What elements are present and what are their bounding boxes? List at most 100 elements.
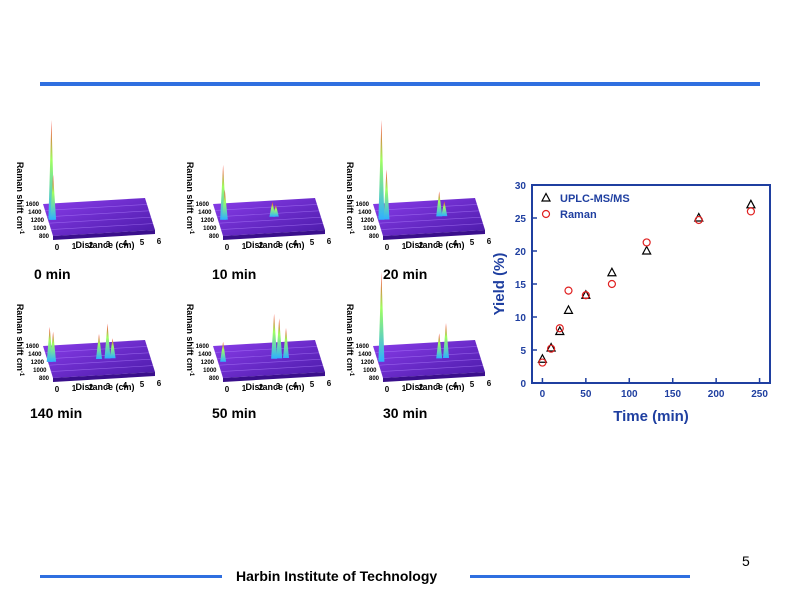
legend-label: Raman: [560, 209, 597, 221]
y-axis-label: Raman shift cm-1: [15, 162, 25, 235]
y-tick-label: 0: [520, 379, 526, 390]
x-tick-label: 2: [89, 383, 94, 392]
y-tick-label: 1400: [28, 352, 42, 358]
y-tick-label: 1400: [198, 210, 212, 216]
y-tick-label: 1000: [203, 226, 217, 232]
surface-edge: [223, 230, 325, 240]
y-tick-label: 1000: [33, 368, 47, 374]
title-divider-line: [40, 82, 760, 86]
spectrum-peak: [378, 120, 385, 220]
y-tick-label: 25: [515, 214, 527, 225]
raman-3d-plot: 0 1 2 3 4 5 6 Distance (cm) 1600 1400 1200 1000 800 R…: [185, 162, 332, 252]
surface-ridge: [376, 210, 480, 218]
raman-data-point: [581, 291, 590, 300]
x-tick-label: 6: [327, 237, 332, 246]
x-tick-label: 6: [157, 379, 162, 388]
spectrum-peak: [283, 328, 289, 358]
surface-ridge: [218, 358, 322, 366]
x-tick-label: 6: [487, 237, 492, 246]
y-tick-label: 1000: [363, 226, 377, 232]
y-tick-label: 30: [515, 181, 527, 192]
surface-ridge: [214, 346, 318, 353]
y-tick-label: 1400: [358, 352, 372, 358]
x-tick-label: 3: [106, 240, 111, 249]
x-tick-label: 4: [453, 239, 458, 248]
spectrum-peak: [221, 189, 228, 220]
spectrum-peak: [50, 331, 57, 362]
x-tick-label: 2: [419, 383, 424, 392]
x-axis-label: Distance (cm): [405, 240, 464, 250]
raman-data-point: [642, 238, 651, 247]
legend-marker: [541, 209, 551, 219]
x-tick-label: 0: [540, 389, 546, 400]
spectrum-peak: [436, 333, 443, 359]
legend-marker: [541, 192, 551, 202]
surface-ridge: [378, 216, 482, 224]
x-tick-label: 6: [157, 237, 162, 246]
spectrum-surface: [213, 340, 325, 378]
surface-ridge: [380, 365, 484, 372]
x-tick-label: 1: [242, 384, 247, 393]
x-axis-label: Time (min): [613, 408, 689, 425]
x-tick-label: 5: [140, 380, 145, 389]
raman-panel: 0 1 2 3 4 5 6 Distance (cm) 1600 1400 1200 1000 800 R…: [175, 262, 335, 402]
surface-ridge: [378, 358, 482, 366]
x-tick-label: 0: [55, 385, 60, 394]
surface-ridge: [376, 352, 480, 360]
y-tick-label: 1000: [363, 368, 377, 374]
surface-ridge: [50, 223, 154, 230]
y-tick-label: 1600: [196, 202, 210, 208]
raman-data-point: [547, 344, 556, 353]
y-axis-label: Yield (%): [491, 253, 508, 316]
uplc-data-point: [563, 304, 574, 314]
x-tick-label: 0: [225, 243, 230, 252]
spectrum-surface: [43, 198, 155, 236]
y-tick-label: 1600: [26, 344, 40, 350]
y-axis-label: Raman shift cm-1: [345, 162, 355, 235]
spectrum-peak: [220, 341, 227, 362]
surface-ridge: [214, 204, 318, 211]
surface-ridge: [48, 216, 152, 224]
y-tick-label: 5: [520, 346, 526, 357]
surface-ridge: [218, 216, 322, 224]
x-axis-label: Distance (cm): [245, 240, 304, 250]
raman-panel: 0 1 2 3 4 5 6 Distance (cm) 1600 1400 1200 1000 800 R…: [335, 120, 495, 260]
y-axis-label: Raman shift cm-1: [185, 162, 195, 235]
x-tick-label: 6: [487, 379, 492, 388]
uplc-data-point: [537, 353, 548, 363]
surface-ridge: [220, 223, 324, 230]
x-tick-label: 2: [259, 383, 264, 392]
y-tick-label: 1600: [196, 344, 210, 350]
surface-ridge: [44, 204, 148, 211]
yield-chart: 0 50 100 150 200 250 0 5 10 15 20 25 30 Time (min) Yie…: [490, 175, 780, 440]
surface-ridge: [374, 346, 478, 353]
x-tick-label: 1: [402, 242, 407, 251]
spectrum-surface: [213, 198, 325, 236]
spectrum-peak: [276, 318, 283, 359]
panel-time-label: 140 min: [30, 405, 83, 421]
spectrum-peak: [50, 174, 57, 220]
x-axis-label: Distance (cm): [405, 382, 464, 392]
x-tick-label: 5: [310, 380, 315, 389]
uplc-data-point: [606, 267, 617, 277]
x-tick-label: 4: [293, 381, 298, 390]
x-tick-label: 1: [402, 384, 407, 393]
x-tick-label: 0: [385, 385, 390, 394]
raman-data-point: [746, 207, 755, 216]
x-axis-label: Distance (cm): [75, 382, 134, 392]
x-tick-label: 250: [751, 389, 768, 400]
spectrum-peak: [441, 201, 448, 217]
page-number: 5: [742, 553, 750, 569]
raman-panel: 0 1 2 3 4 5 6 Distance (cm) 1600 1400 1200 1000 800 R…: [5, 262, 165, 402]
y-tick-label: 10: [515, 313, 527, 324]
surface-ridge: [216, 210, 320, 218]
surface-ridge: [374, 204, 478, 211]
raman-3d-plot: 0 1 2 3 4 5 6 Distance (cm) 1600 1400 1200 1000 800 R…: [345, 271, 492, 394]
x-tick-label: 4: [123, 239, 128, 248]
raman-3d-plot: 0 1 2 3 4 5 6 Distance (cm) 1600 1400 1200 1000 800 R…: [15, 120, 162, 252]
y-axis-label: Raman shift cm-1: [185, 304, 195, 377]
panel-time-label: 0 min: [34, 266, 71, 282]
x-tick-label: 1: [72, 242, 77, 251]
surface-edge: [53, 372, 155, 382]
footer-line-left: [40, 575, 222, 578]
